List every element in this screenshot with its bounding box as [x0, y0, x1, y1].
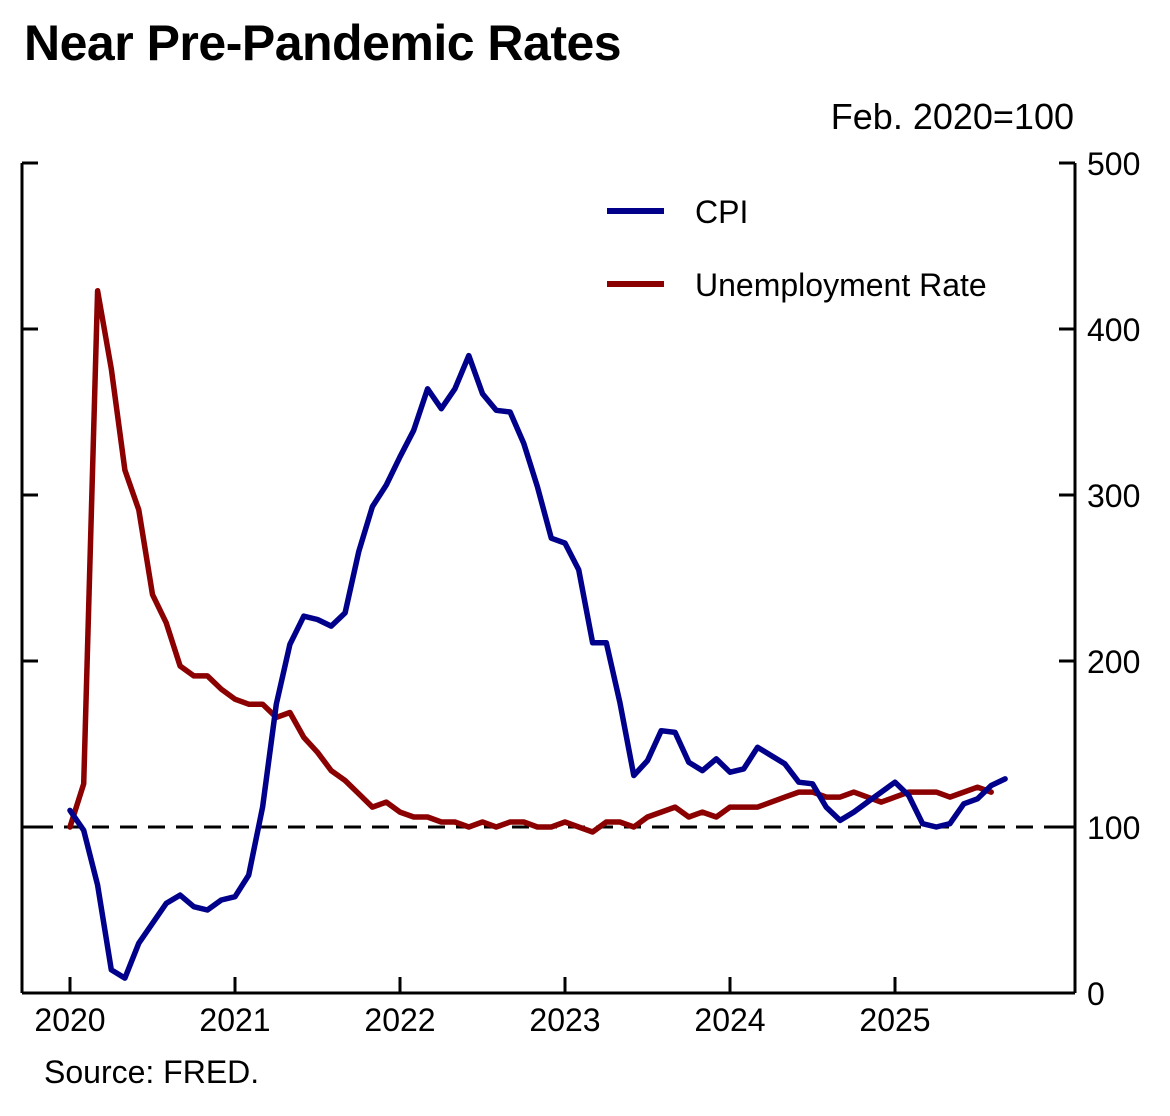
axes: 0 100 200 300 400 500 2020 2021 2022 2023 2024 2025	[20, 146, 1140, 1038]
x-tick-label: 2020	[34, 1002, 105, 1038]
x-tick-label: 2023	[529, 1002, 600, 1038]
x-tick-label: 2024	[694, 1002, 765, 1038]
source-note: Source: FRED.	[44, 1054, 260, 1090]
series-line-unemployment-rate	[67, 288, 994, 835]
y-tick-label: 300	[1087, 478, 1140, 514]
legend-label-unemployment-rate: Unemployment Rate	[695, 267, 987, 303]
y-tick-label: 500	[1087, 146, 1140, 182]
y-tick-label: 100	[1087, 810, 1140, 846]
legend: CPI Unemployment Rate	[607, 194, 987, 303]
y-tick-label: 0	[1087, 976, 1105, 1012]
x-tick-label: 2021	[199, 1002, 270, 1038]
series-line-cpi	[67, 352, 1008, 981]
legend-label-cpi: CPI	[695, 194, 748, 230]
x-tick-label: 2022	[364, 1002, 435, 1038]
y-tick-label: 400	[1087, 312, 1140, 348]
unit-label: Feb. 2020=100	[830, 96, 1074, 137]
x-tick-label: 2025	[859, 1002, 930, 1038]
y-tick-label: 200	[1087, 644, 1140, 680]
chart-title: Near Pre-Pandemic Rates	[24, 15, 622, 71]
series-group	[67, 288, 1008, 981]
